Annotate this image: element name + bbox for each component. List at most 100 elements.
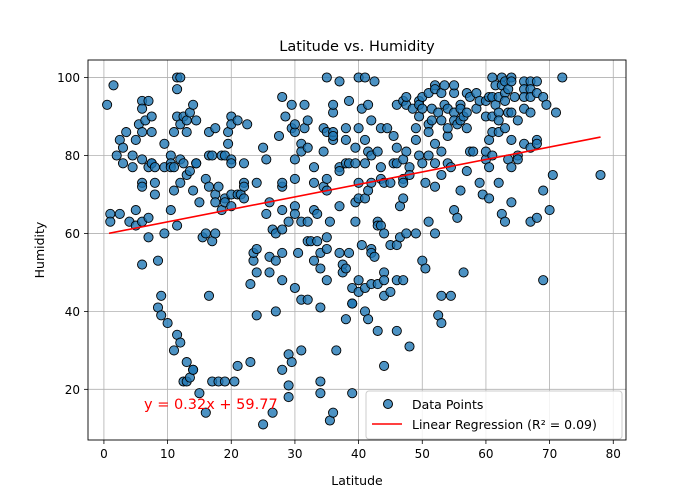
data-point [369,76,380,87]
data-point [238,181,250,192]
data-point [420,177,431,188]
data-point [340,314,351,325]
data-point [165,205,176,216]
data-point [149,189,160,200]
data-point [286,99,297,110]
data-point [385,286,396,297]
data-point [449,80,460,91]
data-point [308,177,320,188]
data-point [340,263,351,274]
data-point [191,115,202,126]
data-point [308,162,320,173]
data-point [334,76,345,87]
data-point [321,72,332,83]
data-point [289,173,300,184]
data-point [452,212,463,223]
regression-equation: y = 0.32x + 59.77 [144,397,278,413]
data-point [379,360,390,371]
data-point [175,337,186,348]
data-point [458,267,469,278]
data-point [423,150,434,161]
data-point [468,146,479,157]
data-point [417,103,428,114]
data-point [188,99,199,110]
data-point [251,310,262,321]
y-tick-label: 40 [65,305,80,319]
data-point [321,243,332,255]
data-point [178,158,189,169]
chart-title: Latitude vs. Humidity [279,39,435,55]
data-point [506,107,517,118]
y-axis-label: Humidity [32,221,47,278]
data-point [436,115,447,126]
data-point [289,282,300,294]
data-point [512,154,523,165]
data-point [461,123,472,134]
data-point [188,364,199,375]
data-point [242,119,253,130]
data-point [410,228,421,239]
data-point [232,115,243,126]
data-point [347,388,358,399]
legend-box [365,390,623,440]
x-tick-label: 50 [415,447,430,461]
data-point [245,357,256,368]
data-point [324,216,335,227]
data-point [445,290,456,301]
data-point [277,247,288,258]
data-point [238,193,250,204]
data-point [258,419,269,430]
data-point [168,185,180,196]
data-point [461,166,472,177]
data-point [359,72,371,83]
data-point [550,107,562,118]
data-point [334,247,345,258]
data-point [280,111,291,122]
data-point [270,306,281,317]
data-point [391,325,402,336]
data-points [102,72,606,430]
regression-line-layer [108,136,601,235]
data-point [401,91,412,103]
data-point [401,146,412,157]
data-point [429,158,441,169]
data-point [436,146,447,157]
x-tick-label: 10 [160,447,175,461]
data-point [484,162,495,173]
data-point [512,115,523,126]
data-point [455,185,466,196]
data-point [312,236,323,247]
data-point [353,177,364,188]
data-point [366,115,377,126]
data-point [238,158,250,169]
data-point [152,255,164,266]
data-point [111,150,122,161]
data-point [372,146,383,157]
data-point [318,146,329,157]
data-point [343,247,355,258]
data-point [194,388,205,399]
data-point [283,216,294,227]
data-point [439,80,450,91]
data-point [245,279,256,290]
data-point [137,103,148,114]
data-point [251,177,262,188]
data-point [429,181,441,192]
x-tick-label: 60 [478,447,493,461]
data-point [277,275,288,286]
data-point [168,127,180,138]
data-point [350,142,361,153]
data-point [531,212,542,223]
data-point [293,247,304,258]
y-tick-label: 60 [65,227,80,241]
data-point [289,119,300,130]
data-point [200,228,211,239]
data-point [114,208,125,219]
x-axis-label: Latitude [331,473,383,488]
data-point [102,99,113,110]
data-point [264,267,275,278]
data-point [191,158,202,169]
data-point [398,177,409,188]
x-tick-label: 70 [542,447,557,461]
